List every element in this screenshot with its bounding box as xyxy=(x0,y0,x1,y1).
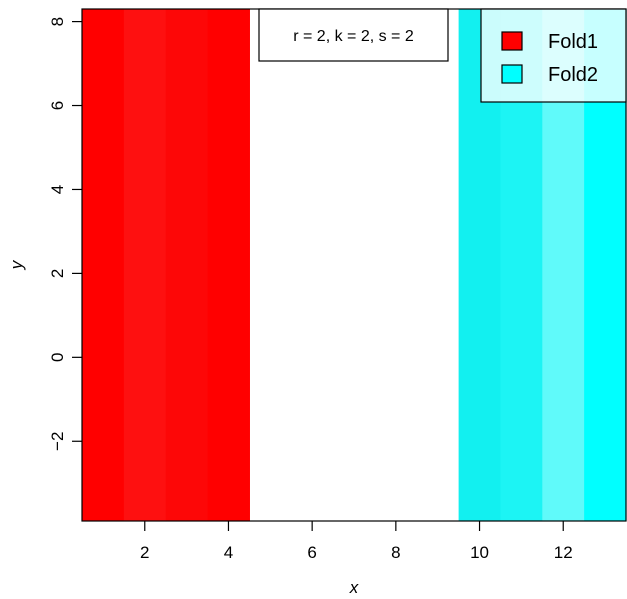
x-tick-label: 6 xyxy=(307,543,316,562)
legend: Fold1 Fold2 xyxy=(480,8,627,103)
y-tick-label: 4 xyxy=(48,185,67,194)
x-tick-label: 8 xyxy=(391,543,400,562)
y-tick-label: 2 xyxy=(48,269,67,278)
y-tick-label: 6 xyxy=(48,101,67,110)
y-axis: −2 0 2 4 6 8 xyxy=(48,17,82,451)
x-tick-label: 2 xyxy=(140,543,149,562)
y-tick-label: 0 xyxy=(48,353,67,362)
y-tick-label: 8 xyxy=(48,17,67,26)
legend-label-fold1: Fold1 xyxy=(548,31,598,53)
x-axis-title: x xyxy=(349,578,359,597)
x-tick-label: 10 xyxy=(470,543,489,562)
y-axis-title: y xyxy=(7,259,26,270)
legend-swatch-fold2 xyxy=(501,64,523,84)
annotation-text: r = 2, k = 2, s = 2 xyxy=(293,28,414,45)
x-tick-label: 12 xyxy=(554,543,573,562)
heatmap-cell-fold1-x2 xyxy=(123,9,167,521)
legend-label-fold2: Fold2 xyxy=(548,64,598,86)
y-tick-label: −2 xyxy=(48,432,67,451)
heatmap-cell-fold1-x4 xyxy=(207,9,250,521)
x-axis: 2 4 6 8 10 12 xyxy=(140,521,573,562)
x-tick-label: 4 xyxy=(224,543,233,562)
legend-swatch-fold1 xyxy=(501,31,523,51)
heatmap-cell-fold1-x1 xyxy=(82,9,125,521)
heatmap-cells xyxy=(82,9,627,521)
annotation-box: r = 2, k = 2, s = 2 xyxy=(258,8,449,62)
heatmap-cell-fold1-x3 xyxy=(165,9,209,521)
